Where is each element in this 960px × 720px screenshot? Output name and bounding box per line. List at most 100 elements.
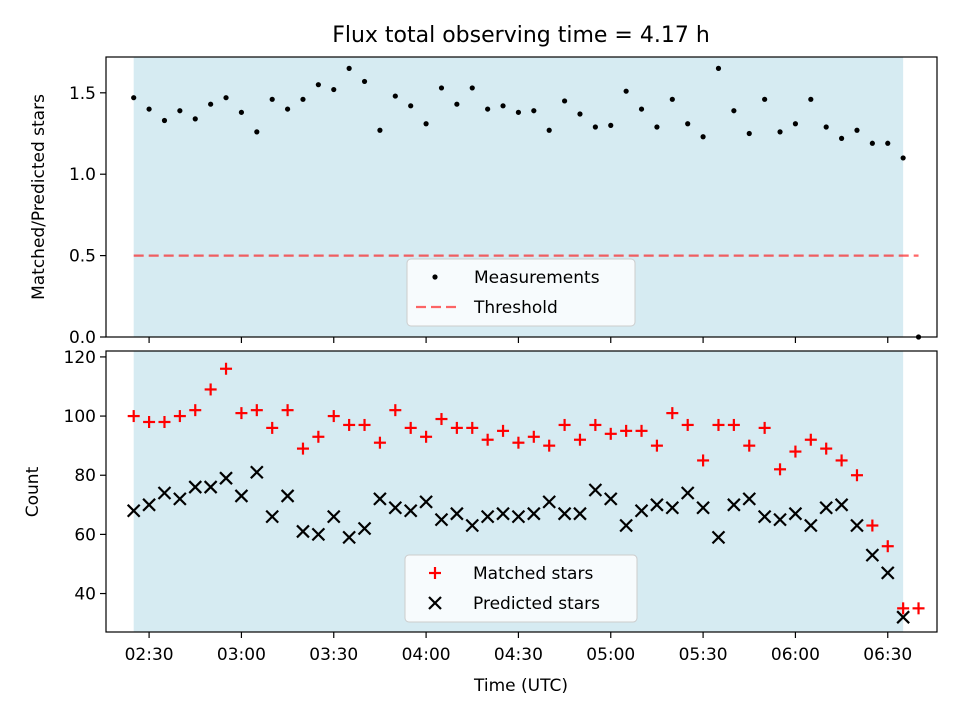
measurement-point bbox=[361, 78, 368, 85]
matched-star-point bbox=[250, 404, 263, 417]
matched-star-point bbox=[712, 418, 725, 431]
matched-star-point bbox=[620, 424, 633, 437]
measurement-point bbox=[792, 121, 799, 127]
predicted-star-point bbox=[742, 492, 757, 506]
predicted-star-point bbox=[280, 489, 295, 503]
y-tick-label: 1.5 bbox=[69, 84, 96, 104]
y-axis-ticks-top: 0.0 0.5 1.0 1.5 bbox=[69, 84, 106, 348]
legend-measurements-label: Measurements bbox=[474, 268, 600, 288]
predicted-star-point bbox=[819, 500, 833, 515]
matched-star-point bbox=[143, 415, 156, 428]
predicted-star-point bbox=[588, 483, 603, 497]
matched-star-point bbox=[881, 540, 894, 553]
predicted-star-point bbox=[727, 498, 741, 512]
measurement-point bbox=[515, 109, 522, 115]
predicted-star-point bbox=[434, 512, 449, 527]
y-tick-label: 40 bbox=[74, 585, 96, 605]
measurement-point bbox=[531, 108, 537, 114]
y-tick-label: 0.5 bbox=[69, 247, 96, 267]
matched-star-point bbox=[774, 463, 787, 476]
legend-threshold-label: Threshold bbox=[473, 298, 558, 318]
measurement-point bbox=[500, 103, 506, 109]
measurement-point bbox=[408, 103, 414, 109]
predicted-star-point bbox=[865, 548, 880, 562]
predicted-star-point bbox=[296, 524, 310, 539]
matched-star-point bbox=[481, 433, 494, 446]
predicted-star-point bbox=[542, 495, 556, 509]
predicted-star-point bbox=[234, 489, 249, 503]
predicted-star-point bbox=[419, 495, 433, 509]
predicted-star-point bbox=[557, 506, 572, 521]
measurement-point bbox=[161, 117, 168, 124]
predicted-star-point bbox=[511, 509, 526, 524]
measurement-point bbox=[669, 96, 675, 102]
measurement-point bbox=[300, 96, 306, 102]
predicted-star-point bbox=[311, 527, 326, 542]
matched-star-point bbox=[466, 421, 479, 434]
x-tick-label: 05:00 bbox=[586, 645, 635, 665]
x-axis-label: Time (UTC) bbox=[473, 676, 568, 696]
x-tick-label: 03:30 bbox=[309, 645, 358, 665]
predicted-star-point bbox=[665, 500, 680, 515]
measurement-point bbox=[254, 129, 260, 135]
predicted-star-point bbox=[265, 509, 279, 524]
predicted-star-point bbox=[450, 506, 464, 521]
matched-star-point bbox=[404, 421, 417, 434]
top-panel: 0.0 0.5 1.0 1.5 Matched/Predicted stars Mea… bbox=[29, 56, 938, 348]
x-tick-label: 06:30 bbox=[863, 645, 912, 665]
predicted-star-point bbox=[480, 509, 495, 524]
matched-star-point bbox=[220, 362, 233, 375]
x-tick-label: 05:30 bbox=[679, 645, 728, 665]
x-tick-label: 04:00 bbox=[402, 645, 451, 665]
y-axis-ticks-bottom: 40 60 80 100 120 bbox=[64, 348, 106, 605]
matched-star-point bbox=[635, 424, 648, 437]
measurement-point bbox=[854, 127, 860, 133]
measurement-point bbox=[561, 98, 568, 104]
measurement-point bbox=[638, 106, 645, 112]
matched-star-point bbox=[697, 454, 710, 467]
matched-star-point bbox=[589, 418, 602, 431]
predicted-star-point bbox=[634, 503, 649, 518]
measurement-point bbox=[438, 85, 445, 91]
predicted-star-point bbox=[357, 521, 372, 536]
measurement-point bbox=[700, 134, 706, 140]
matched-star-point bbox=[281, 404, 294, 417]
measurement-point bbox=[546, 127, 552, 133]
matched-star-point bbox=[435, 413, 448, 426]
predicted-star-point bbox=[711, 530, 726, 545]
measurement-point bbox=[131, 95, 137, 101]
measurement-point bbox=[823, 124, 829, 130]
predicted-star-point bbox=[804, 518, 818, 533]
measurement-point bbox=[808, 96, 814, 102]
measurement-point bbox=[469, 85, 475, 91]
measurement-point bbox=[777, 129, 783, 135]
legend-matched-marker bbox=[429, 567, 441, 579]
measurement-point bbox=[838, 135, 845, 141]
predicted-star-point bbox=[788, 506, 803, 521]
measurement-point bbox=[146, 106, 152, 112]
measurements-series bbox=[131, 65, 922, 340]
matched-star-point bbox=[758, 421, 771, 434]
predicted-star-point bbox=[373, 492, 387, 506]
matched-star-point bbox=[866, 519, 879, 532]
measurement-point bbox=[223, 95, 229, 101]
measurement-point bbox=[315, 82, 321, 88]
predicted-star-point bbox=[757, 509, 772, 524]
matched-star-point bbox=[204, 383, 217, 396]
predicted-star-point bbox=[650, 498, 664, 512]
matched-star-point bbox=[727, 418, 740, 431]
predicted-star-point bbox=[173, 492, 187, 506]
measurement-point bbox=[654, 124, 660, 130]
y-tick-label: 0.0 bbox=[69, 328, 96, 348]
chart-title: Flux total observing time = 4.17 h bbox=[332, 23, 710, 48]
predicted-star-point bbox=[696, 500, 710, 515]
matched-star-point bbox=[343, 418, 356, 431]
measurement-point bbox=[392, 93, 398, 99]
predicted-star-point bbox=[680, 486, 695, 500]
matched-star-point bbox=[127, 410, 140, 423]
matched-star-point bbox=[266, 421, 279, 434]
predicted-star-point bbox=[619, 518, 633, 533]
measurement-point bbox=[623, 88, 629, 94]
x-tick-label: 03:00 bbox=[217, 645, 266, 665]
